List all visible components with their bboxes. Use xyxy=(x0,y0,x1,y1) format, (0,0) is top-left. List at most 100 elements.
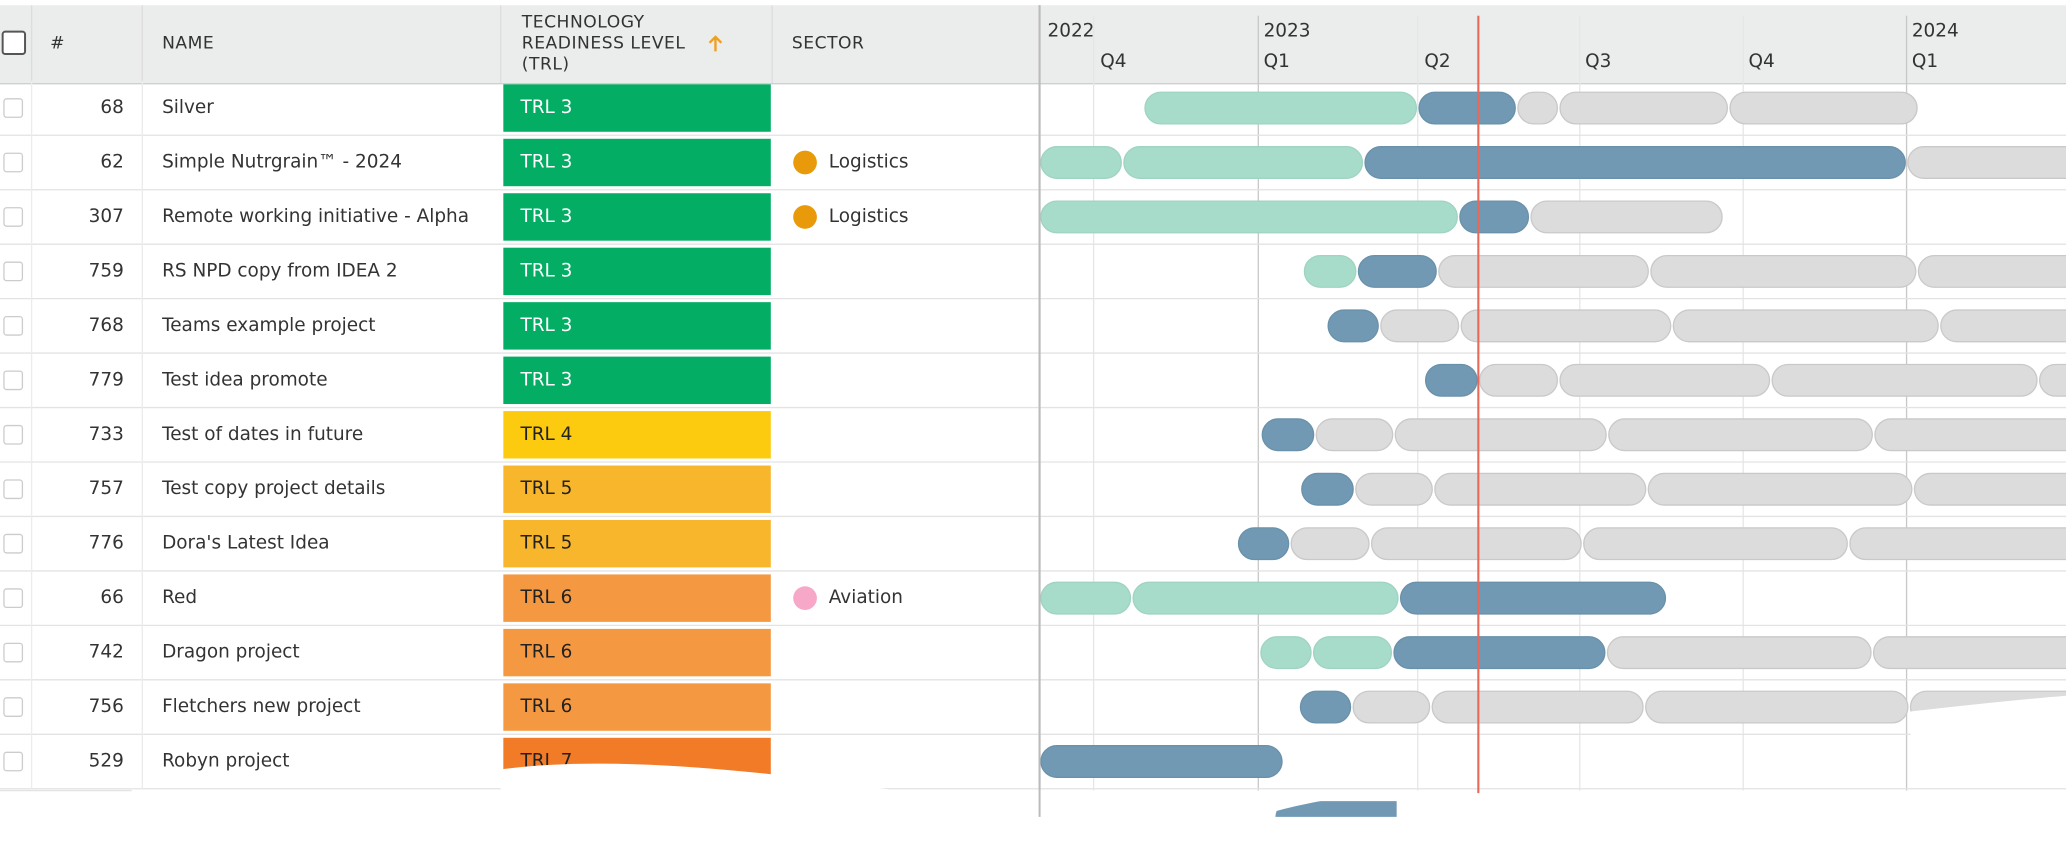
select-all-checkbox[interactable] xyxy=(1,30,27,56)
row-checkbox[interactable] xyxy=(3,315,24,336)
gantt-bar[interactable] xyxy=(1874,418,2066,452)
row-id: 776 xyxy=(89,533,124,554)
gantt-bar[interactable] xyxy=(1144,91,1418,125)
gantt-bar[interactable] xyxy=(1301,472,1354,506)
project-name[interactable]: Dora's Latest Idea xyxy=(162,533,330,554)
gantt-bar[interactable] xyxy=(1647,472,1913,506)
gantt-bar[interactable] xyxy=(1771,363,2038,397)
gantt-bar[interactable] xyxy=(1312,636,1393,670)
project-name[interactable]: Fletchers new project xyxy=(162,696,360,717)
gantt-bar[interactable] xyxy=(1394,418,1607,452)
project-name[interactable]: RS NPD copy from IDEA 2 xyxy=(162,260,397,281)
gantt-bar[interactable] xyxy=(1913,472,2066,506)
gantt-bar[interactable] xyxy=(1729,91,1918,125)
gantt-bar[interactable] xyxy=(1327,309,1379,343)
gantt-bar[interactable] xyxy=(1459,200,1530,234)
column-header[interactable]: NAME xyxy=(162,33,214,53)
sector-label: Aviation xyxy=(829,587,903,608)
project-name[interactable]: Test copy project details xyxy=(161,478,385,499)
gantt-bar[interactable] xyxy=(1364,146,1906,179)
gantt-bar[interactable] xyxy=(1608,418,1873,452)
gantt-bar[interactable] xyxy=(1303,254,1357,288)
gantt-bar[interactable] xyxy=(1917,254,2066,288)
row-checkbox[interactable] xyxy=(3,261,24,282)
project-name[interactable]: Teams example project xyxy=(161,315,375,336)
column-header[interactable]: # xyxy=(50,33,65,53)
column-header[interactable]: READINESS LEVEL xyxy=(522,33,686,53)
gantt-bar[interactable] xyxy=(1940,309,2066,343)
gantt-bar[interactable] xyxy=(1290,527,1370,561)
gantt-bar[interactable] xyxy=(1260,636,1312,670)
gantt-bar[interactable] xyxy=(1672,309,1939,343)
gantt-bar[interactable] xyxy=(1583,527,1848,561)
row-checkbox[interactable] xyxy=(3,751,24,772)
sort-arrow[interactable] xyxy=(708,35,723,52)
gantt-bar[interactable] xyxy=(1872,636,2066,670)
row-checkbox[interactable] xyxy=(3,533,24,554)
gantt-bar[interactable] xyxy=(1299,690,1352,724)
gantt-bar[interactable] xyxy=(1645,690,1909,724)
row-checkbox[interactable] xyxy=(3,424,24,445)
gantt-bar[interactable] xyxy=(1370,527,1582,561)
gantt-bar[interactable] xyxy=(1650,254,1917,288)
column-header[interactable]: SECTOR xyxy=(792,33,865,53)
gantt-bar[interactable] xyxy=(1261,418,1315,452)
gantt-bar[interactable] xyxy=(1559,363,1771,397)
gantt-bar[interactable] xyxy=(1460,309,1672,343)
quarter-label: Q3 xyxy=(1585,51,1611,72)
gantt-bar[interactable] xyxy=(1399,581,1667,615)
gantt-bar[interactable] xyxy=(1237,527,1290,561)
gantt-bar[interactable] xyxy=(1040,146,1122,179)
row-checkbox[interactable] xyxy=(3,697,24,717)
row-id: 779 xyxy=(89,369,124,390)
gantt-bar[interactable] xyxy=(1431,690,1644,724)
row-checkbox[interactable] xyxy=(3,98,24,118)
gantt-bar[interactable] xyxy=(1123,146,1364,179)
row-checkbox[interactable] xyxy=(3,207,24,227)
gantt-bar[interactable] xyxy=(1907,146,2066,179)
gantt-bar[interactable] xyxy=(1849,527,2066,561)
gantt-bar[interactable] xyxy=(1418,91,1516,125)
project-name[interactable]: Robyn project xyxy=(162,751,289,772)
gantt-bar[interactable] xyxy=(1040,581,1132,615)
gantt-bar[interactable] xyxy=(1352,690,1431,724)
gantt-bar[interactable] xyxy=(1438,254,1649,288)
project-name[interactable]: Simple Nutrgrain™ - 2024 xyxy=(162,151,402,172)
project-name[interactable]: Remote working initiative - Alpha xyxy=(162,206,469,227)
trl-label: TRL 5 xyxy=(519,533,572,554)
row-checkbox[interactable] xyxy=(3,152,24,173)
column-header[interactable]: (TRL) xyxy=(522,55,570,75)
gantt-bar[interactable] xyxy=(2038,363,2066,397)
row-checkbox[interactable] xyxy=(3,370,24,391)
column-header[interactable]: TECHNOLOGY xyxy=(521,12,645,32)
gantt-bar[interactable] xyxy=(1424,363,1478,397)
gantt-bar[interactable] xyxy=(1479,363,1559,397)
year-label: 2022 xyxy=(1047,21,1094,42)
gantt-bar[interactable] xyxy=(1132,581,1399,615)
cutoff-mask xyxy=(1040,793,2066,865)
project-name[interactable]: Dragon project xyxy=(162,642,300,663)
row-checkbox[interactable] xyxy=(3,479,24,500)
gantt-bar[interactable] xyxy=(1393,636,1606,670)
gantt-bar[interactable] xyxy=(1315,418,1394,452)
project-name[interactable]: Silver xyxy=(162,97,214,118)
project-name[interactable]: Test of dates in future xyxy=(161,424,363,445)
row-checkbox[interactable] xyxy=(3,588,24,609)
gantt-bar[interactable] xyxy=(1380,309,1460,343)
project-name[interactable]: Test idea promote xyxy=(161,369,327,390)
gantt-bar[interactable] xyxy=(1355,472,1433,506)
gantt-bar[interactable] xyxy=(1357,254,1437,288)
gantt-bar[interactable] xyxy=(1040,745,1283,778)
gantt-bar[interactable] xyxy=(1559,91,1729,125)
row-id: 733 xyxy=(89,424,124,445)
quarter-label: Q2 xyxy=(1424,51,1450,72)
row-checkbox[interactable] xyxy=(3,642,24,663)
gantt-bar[interactable] xyxy=(1434,472,1647,506)
gantt-bar[interactable] xyxy=(1040,200,1458,234)
project-name[interactable]: Red xyxy=(162,587,197,608)
gantt-bar[interactable] xyxy=(1606,636,1872,670)
gantt-bar[interactable] xyxy=(1517,91,1559,125)
trl-cell xyxy=(503,465,771,513)
gantt-bar[interactable] xyxy=(1530,200,1723,234)
